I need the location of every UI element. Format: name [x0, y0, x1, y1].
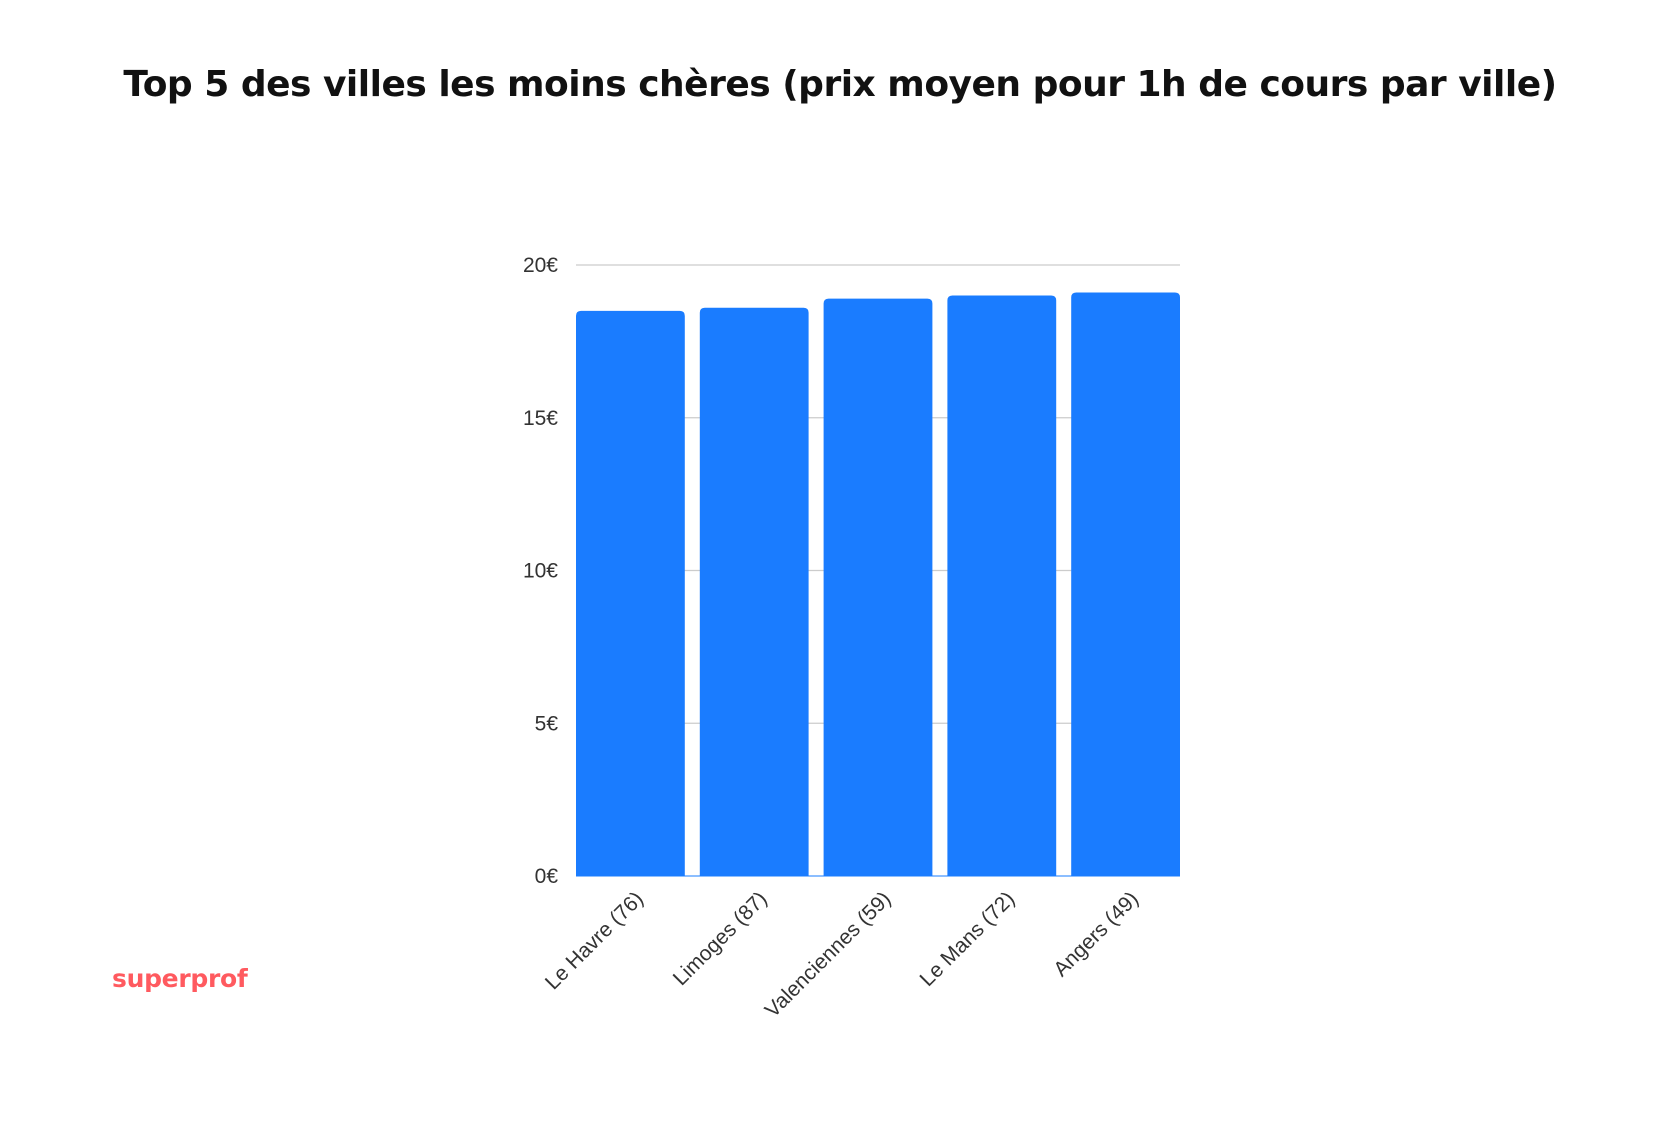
bar	[699, 307, 809, 876]
bar	[947, 295, 1057, 876]
bar	[576, 310, 685, 876]
y-tick-label: 5€	[535, 712, 559, 735]
x-tick-label: Valenciennes (59)	[761, 887, 896, 1022]
x-tick-label: Angers (49)	[1049, 887, 1143, 981]
y-tick-label: 0€	[535, 865, 559, 888]
chart-title: Top 5 des villes les moins chères (prix …	[123, 64, 1557, 105]
y-tick-label: 10€	[523, 560, 558, 583]
bar	[1071, 292, 1180, 876]
bars	[576, 292, 1180, 877]
y-tick-label: 15€	[523, 407, 558, 430]
y-tick-label: 20€	[523, 254, 558, 277]
x-axis-labels: Le Havre (76) Limoges (87)Valenciennes (5…	[541, 887, 1143, 1022]
x-tick-label: Le Havre (76)	[541, 887, 648, 994]
y-axis-ticks: 0€ 5€ 10€ 15€ 20€	[523, 254, 558, 888]
bar	[823, 298, 933, 877]
x-tick-label: Limoges (87)	[669, 887, 772, 990]
superprof-logo: superprof	[112, 964, 248, 993]
x-tick-label: Le Mans (72)	[916, 887, 1020, 991]
